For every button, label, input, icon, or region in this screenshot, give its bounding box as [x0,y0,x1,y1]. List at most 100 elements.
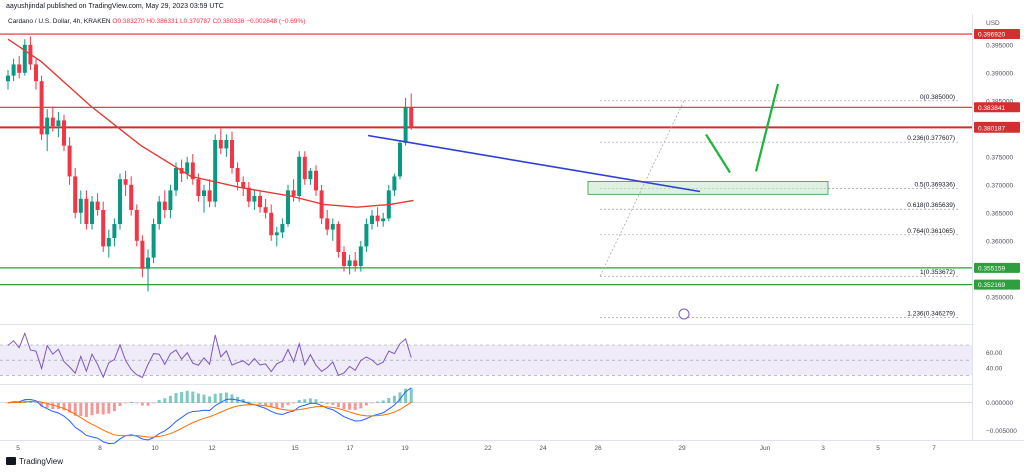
candle-body [112,224,117,238]
candle-body [353,260,358,266]
macd-histogram-bar [213,393,217,403]
price-label-box [974,122,1020,133]
candle-body [347,260,352,266]
candle-body [129,184,134,210]
price-label-box [974,262,1020,273]
candle-body [364,224,369,247]
candle-body [280,224,285,233]
currency-label: USD [986,20,1000,27]
macd-histogram-bar [84,402,88,418]
macd-histogram-bar [314,399,318,403]
price-label: 0.383841 [978,105,1005,112]
macd-histogram-bar [152,402,156,404]
macd-histogram-bar [101,402,105,415]
projection-up-line [754,83,780,172]
macd-histogram-bar [224,392,228,403]
brand-label: TradingView [19,457,64,466]
macd-tick-label: −0.005000 [986,428,1017,435]
projection-down-line [705,133,731,174]
time-tick-label: 5 [16,445,20,452]
candle-body [84,198,89,224]
macd-histogram-bar [230,394,234,403]
macd-histogram-bar [208,396,212,403]
macd-histogram-bar [157,399,161,403]
candle-body [409,107,414,128]
macd-histogram-bar [146,402,150,406]
candle-body [258,196,262,208]
candle-body [325,218,330,230]
candle-body [123,179,128,185]
rsi-line [7,331,412,379]
tradingview-logo-icon [6,457,16,465]
macd-histogram-bar [264,402,268,406]
macd-histogram-bar [73,402,77,416]
price-tick-label: 0.360000 [986,238,1013,245]
macd-histogram-bar [286,402,290,406]
macd-histogram-bar [191,391,195,403]
macd-histogram-bar [392,395,396,403]
macd-histogram-bar [90,402,94,416]
time-tick-label: 17 [346,445,354,452]
candle-body [218,140,223,149]
macd-histogram-bar [96,402,100,414]
macd-histogram-bar [387,397,391,403]
candle-body [336,224,341,252]
macd-histogram-bar [185,390,189,403]
time-tick-label: 22 [484,445,492,452]
tradingview-brand: TradingView [6,457,63,466]
macd-histogram-bar [112,402,116,412]
candle-body [358,246,363,266]
signal-line [7,400,412,438]
macd-histogram-bar [135,402,139,404]
macd-histogram-bar [124,402,128,404]
macd-histogram-bar [174,393,178,403]
fib-trend-line [599,100,685,277]
candle-body [17,64,22,73]
macd-histogram-bar [219,393,223,403]
macd-histogram-bar [359,402,363,409]
macd-histogram-bar [353,402,357,410]
macd-histogram-bar [196,393,200,403]
macd-histogram-bar [269,402,273,408]
time-tick-label: 19 [401,445,409,452]
macd-histogram-bar [275,402,279,409]
candle-body [381,218,386,222]
candle-body [263,207,268,213]
macd-tick-label: 0.000000 [986,400,1013,407]
candle-body [392,176,397,191]
macd-histogram-bar [303,399,307,403]
price-tick-label: 0.385000 [986,98,1013,105]
candle-body [50,117,55,126]
candle-body [207,190,212,202]
price-label: 0.380187 [978,125,1005,132]
macd-histogram-bar [398,392,402,403]
candle-body [230,140,234,168]
candle-body [106,238,111,247]
fib-level-label: 0(0.385000) [920,94,955,101]
candle-body [330,224,335,230]
macd-histogram-bar [247,401,251,403]
candle-body [302,156,307,180]
candle-body [45,117,50,135]
candle-body [134,210,139,241]
candle-body [78,198,83,213]
candle-body [370,215,374,224]
candle-body [202,190,206,196]
candle-body [185,162,190,174]
macd-histogram-bar [34,402,38,403]
fib-level-label: 0.236(0.377607) [907,135,955,142]
macd-histogram-bar [404,388,408,403]
candle-body [157,201,162,224]
macd-histogram-bar [280,402,284,408]
candle-body [291,190,296,196]
macd-histogram-bar [292,402,296,404]
symbol-title: Cardano / U.S. Dollar, 4h, KRAKEN [8,18,111,25]
macd-histogram-bar [336,402,340,408]
alert-icon [678,308,690,320]
time-tick-label: 7 [932,445,936,452]
candle-body [151,224,156,258]
candle-body [174,168,178,191]
macd-histogram-bar [331,402,335,406]
candle-body [342,252,346,266]
